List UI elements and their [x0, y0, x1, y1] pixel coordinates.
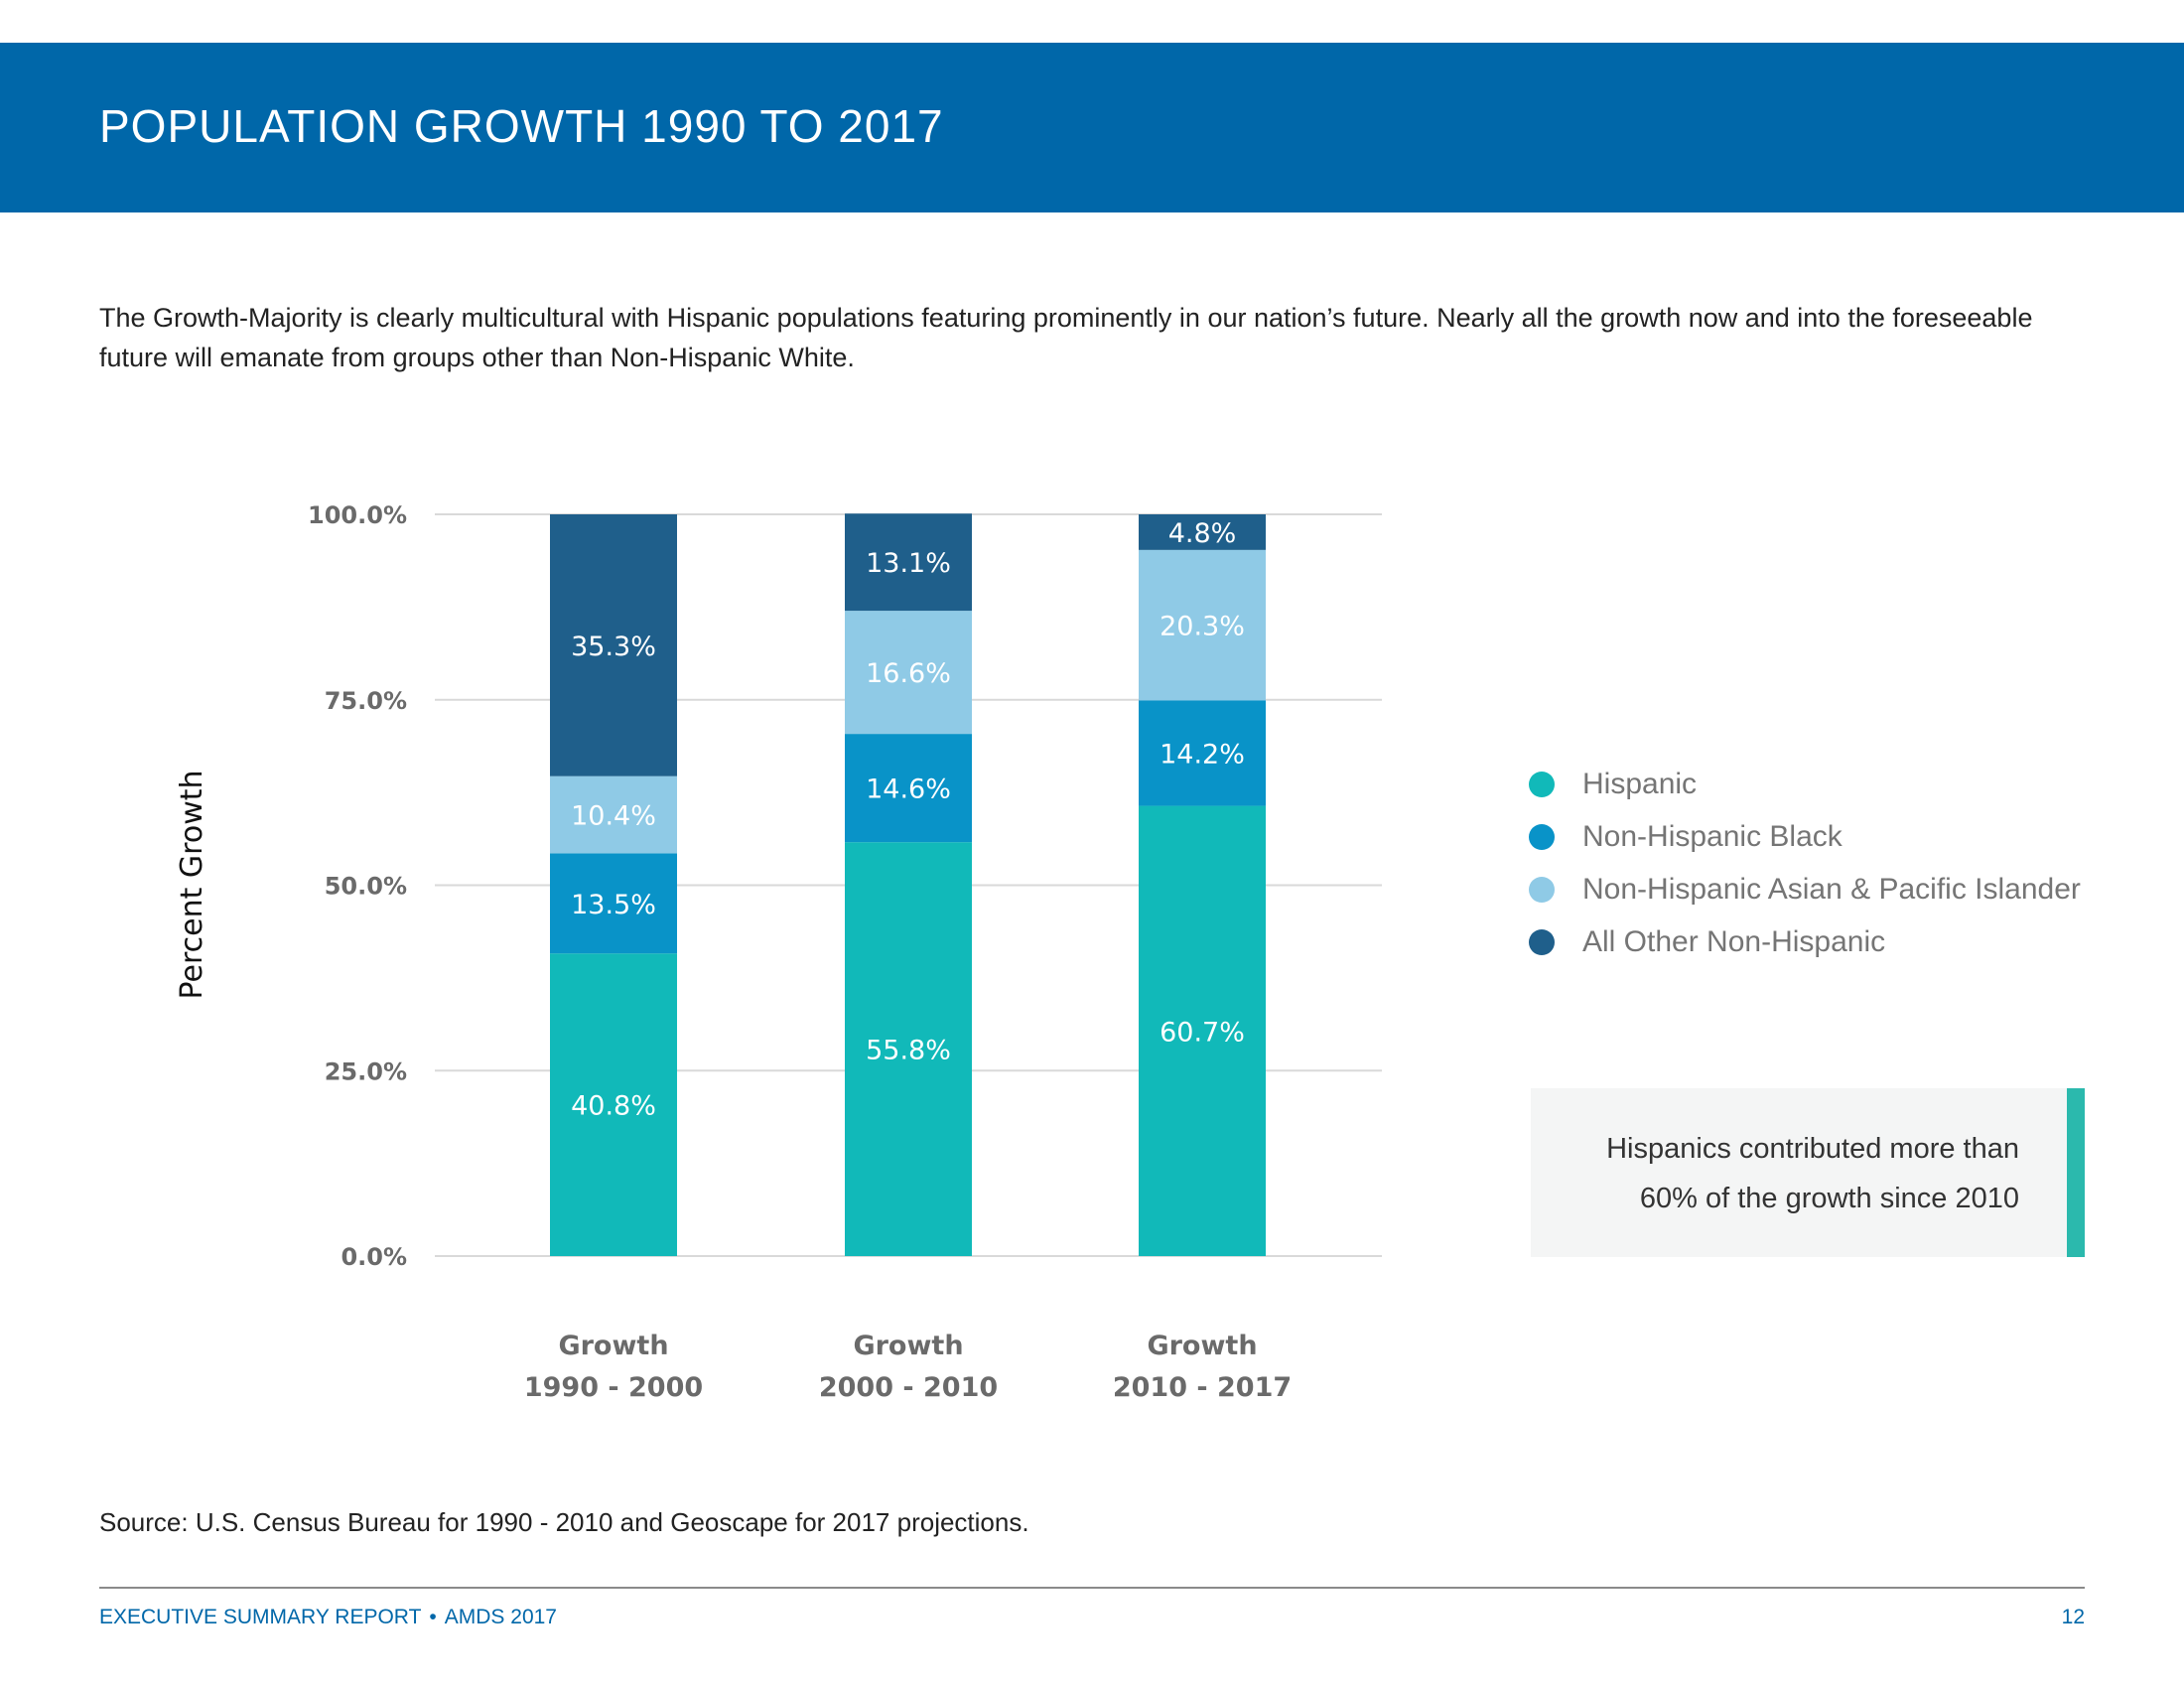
bar-segment-non-hispanic-asian-pacific-islander	[845, 611, 972, 735]
callout-text: Hispanics contributed more than 60% of t…	[1553, 1124, 2019, 1223]
legend-label: All Other Non-Hispanic	[1582, 924, 1886, 958]
y-tick-label: 75.0%	[325, 687, 407, 715]
intro-paragraph: The Growth-Majority is clearly multicult…	[99, 298, 2085, 377]
bar-segment-non-hispanic-black	[550, 853, 677, 954]
chart-legend: Hispanic Non-Hispanic Black Non-Hispanic A…	[1529, 758, 2164, 968]
footer-report-info: EXECUTIVE SUMMARY REPORT • AMDS 2017	[99, 1606, 557, 1629]
x-category-label: Growth	[853, 1331, 963, 1361]
y-axis-title: Percent Growth	[175, 770, 209, 999]
legend-swatch	[1529, 928, 1555, 955]
intro-text: The Growth-Majority is clearly multicult…	[99, 303, 2033, 372]
legend-swatch	[1529, 771, 1555, 797]
footer-bullet: •	[429, 1606, 437, 1628]
source-note: Source: U.S. Census Bureau for 1990 - 20…	[99, 1507, 1029, 1537]
callout-accent-bar	[2067, 1088, 2085, 1257]
legend-item-all-other-non-hispanic: All Other Non-Hispanic	[1529, 915, 2164, 968]
legend-item-hispanic: Hispanic	[1529, 758, 2164, 810]
footer-edition: AMDS 2017	[444, 1606, 557, 1628]
bar-segment-hispanic	[550, 953, 677, 1256]
data-label: 55.8%	[866, 1036, 951, 1066]
data-label: 13.1%	[866, 548, 951, 579]
x-category-label: 1990 - 2000	[524, 1372, 703, 1403]
stacked-bar-chart: 0.0% 25.0% 50.0% 75.0% 100.0% 40.8% 13.5% 10.4%…	[175, 501, 1382, 1403]
callout-line-2: 60% of the growth since 2010	[1639, 1183, 2019, 1214]
data-label: 13.5%	[571, 890, 656, 920]
legend-label: Non-Hispanic Asian & Pacific Islander	[1582, 872, 2081, 906]
x-category-label: Growth	[558, 1331, 668, 1361]
bar-segment-non-hispanic-black	[845, 734, 972, 843]
legend-label: Hispanic	[1582, 767, 1698, 800]
bar-segment-hispanic	[1139, 805, 1266, 1256]
legend-item-non-hispanic-black: Non-Hispanic Black	[1529, 810, 2164, 863]
footer-divider	[99, 1587, 2085, 1589]
bar-segment-non-hispanic-asian-pacific-islander	[550, 775, 677, 854]
callout-line-1: Hispanics contributed more than	[1606, 1133, 2019, 1165]
bar-segment-non-hispanic-black	[1139, 700, 1266, 806]
y-tick-label: 100.0%	[308, 501, 407, 529]
data-label: 16.6%	[866, 658, 951, 689]
callout-box: Hispanics contributed more than 60% of t…	[1531, 1088, 2085, 1257]
data-label: 60.7%	[1160, 1017, 1245, 1048]
bar-segment-all-other-non-hispanic	[1139, 514, 1266, 550]
bar-segment-all-other-non-hispanic	[845, 513, 972, 612]
footer-report-name: EXECUTIVE SUMMARY REPORT	[99, 1606, 422, 1628]
x-category-label: Growth	[1147, 1331, 1257, 1361]
x-category-label: 2000 - 2010	[819, 1372, 998, 1403]
data-label: 40.8%	[571, 1091, 656, 1122]
data-label: 20.3%	[1160, 612, 1245, 642]
y-tick-label: 50.0%	[325, 873, 407, 901]
data-label: 14.2%	[1160, 740, 1245, 771]
legend-item-non-hispanic-asian-pacific-islander: Non-Hispanic Asian & Pacific Islander	[1529, 863, 2164, 915]
data-label: 14.6%	[866, 774, 951, 805]
bar-segment-all-other-non-hispanic	[550, 514, 677, 776]
x-category-label: 2010 - 2017	[1113, 1372, 1292, 1403]
data-label: 10.4%	[571, 801, 656, 832]
data-label: 4.8%	[1168, 518, 1237, 549]
y-tick-label: 25.0%	[325, 1057, 407, 1085]
page-number: 12	[2061, 1606, 2085, 1628]
header-band	[0, 43, 2184, 212]
bar-segment-hispanic	[845, 842, 972, 1256]
page-title: POPULATION GROWTH 1990 TO 2017	[99, 100, 944, 152]
legend-swatch	[1529, 823, 1555, 850]
bar-segment-non-hispanic-asian-pacific-islander	[1139, 549, 1266, 701]
legend-swatch	[1529, 876, 1555, 903]
data-label: 35.3%	[571, 632, 656, 662]
y-tick-label: 0.0%	[341, 1243, 407, 1271]
legend-label: Non-Hispanic Black	[1582, 819, 1843, 853]
